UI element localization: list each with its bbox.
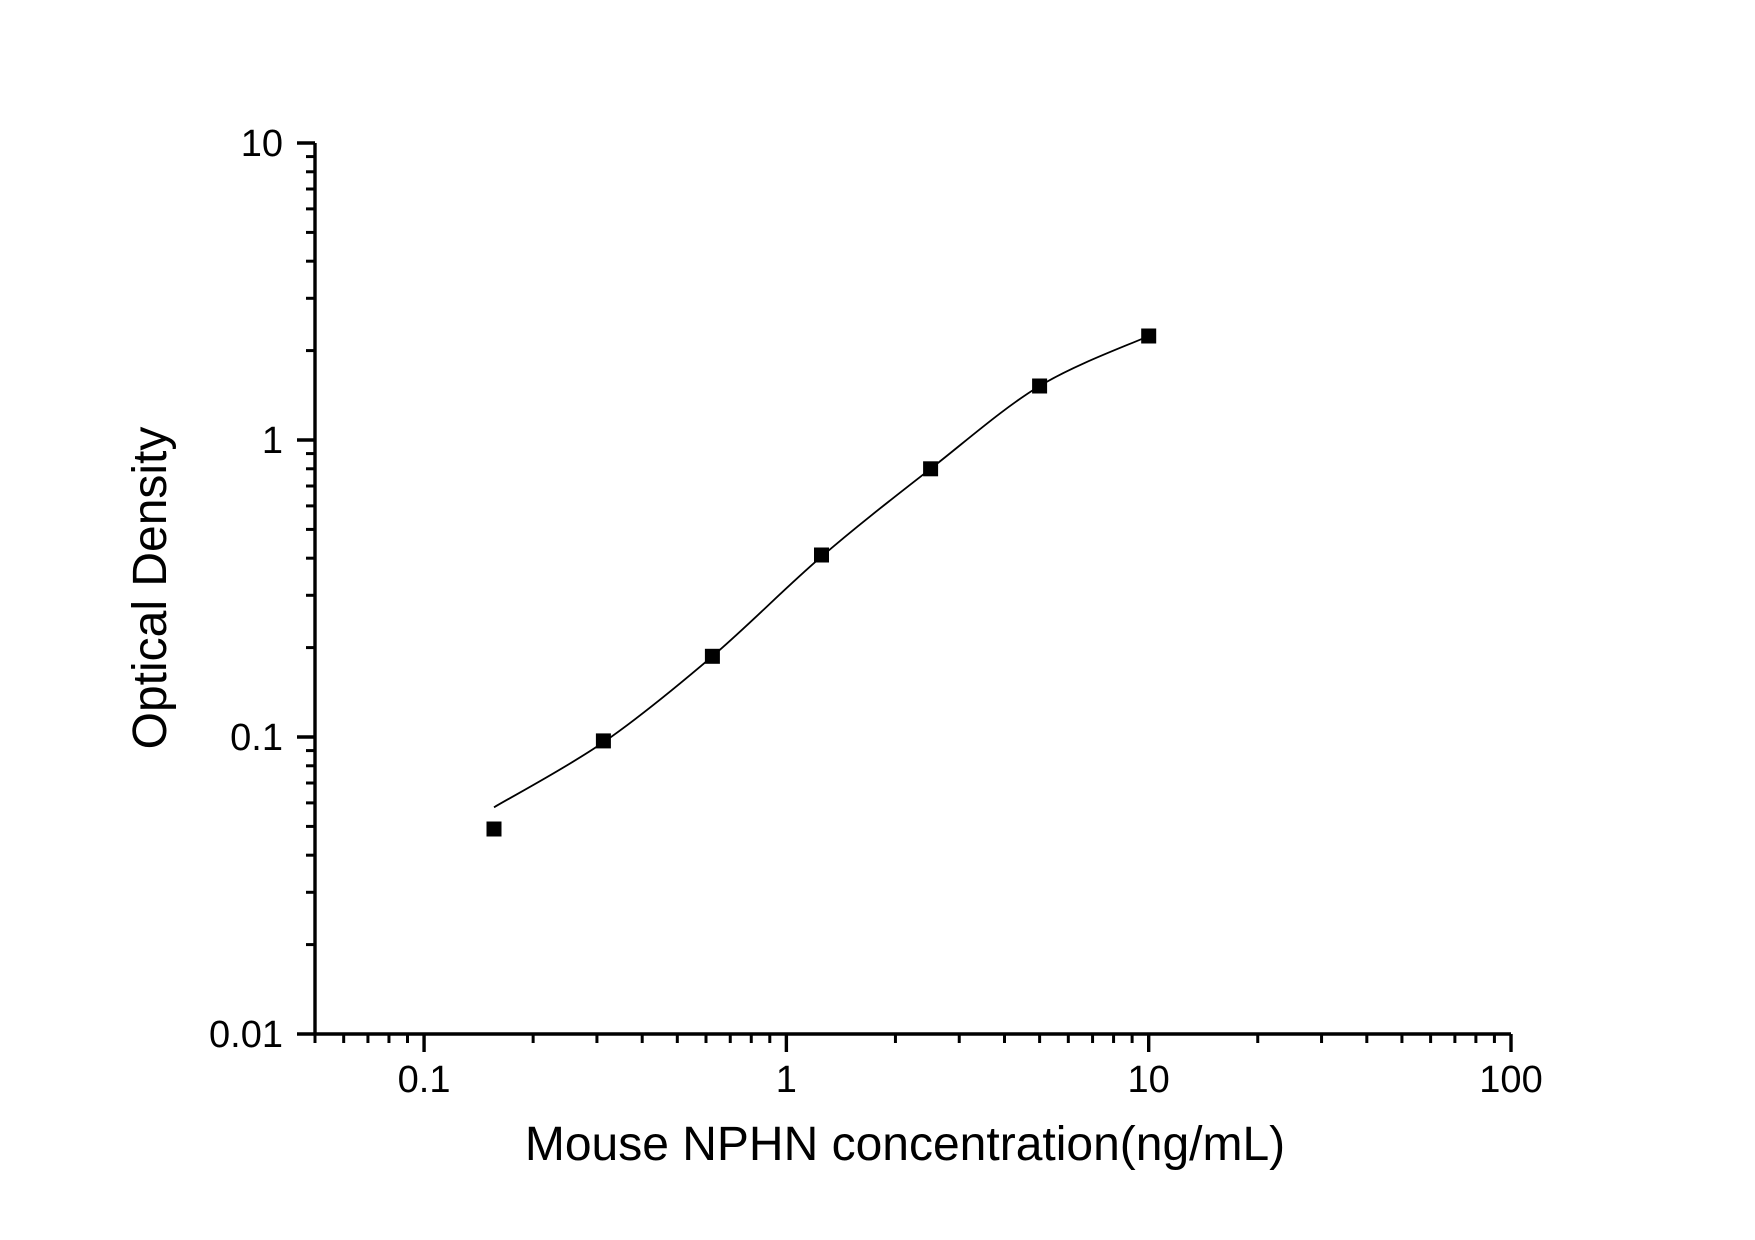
data-point-marker <box>1141 328 1157 344</box>
y-tick-label: 0.01 <box>209 1014 283 1056</box>
x-tick-label: 100 <box>1479 1059 1542 1101</box>
data-point-marker <box>923 461 939 477</box>
data-point-marker <box>1032 378 1048 394</box>
axes-frame <box>313 143 1511 1036</box>
fit-curve-line <box>493 335 1150 809</box>
x-tick-label: 10 <box>1128 1059 1170 1101</box>
y-tick-label: 1 <box>262 420 283 462</box>
data-point-marker <box>595 733 611 749</box>
y-axis-title: Optical Density <box>124 427 177 750</box>
x-tick-label: 0.1 <box>398 1059 451 1101</box>
generated-plot-layer: 0.1 1 10 100 10 1 0.1 0.01 <box>209 123 1543 1101</box>
data-point-marker <box>704 648 720 664</box>
x-axis-title: Mouse NPHN concentration(ng/mL) <box>525 1118 1285 1171</box>
y-tick-label: 0.1 <box>230 717 283 759</box>
x-tick-label: 1 <box>776 1059 797 1101</box>
data-point-marker <box>814 547 829 563</box>
data-point-marker <box>486 821 502 837</box>
y-tick-label: 10 <box>241 123 283 165</box>
